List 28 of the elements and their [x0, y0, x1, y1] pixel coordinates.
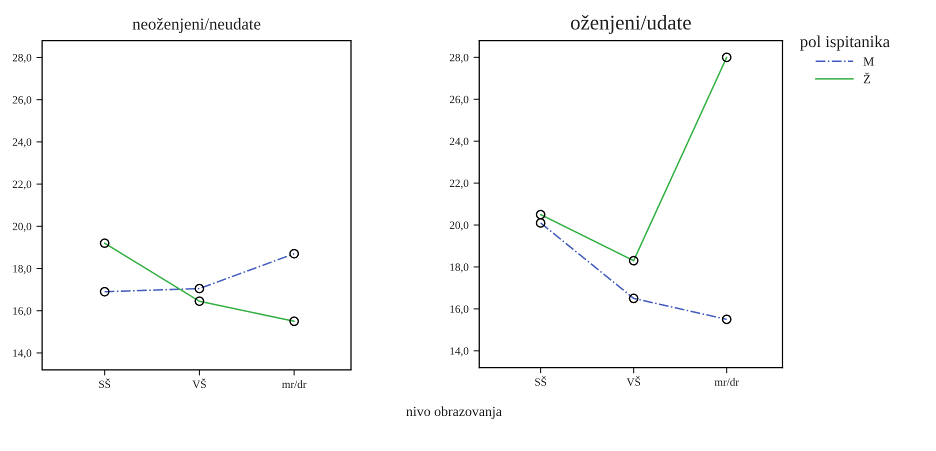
- y-tick-label: 14,0: [450, 347, 468, 356]
- x-tick-label: VŠ: [626, 376, 640, 386]
- chart-title: neoženjeni/neudate: [132, 18, 260, 34]
- y-tick-label: 28,0: [12, 54, 32, 64]
- x-axis-title: nivo obrazovanja: [406, 406, 502, 419]
- y-tick-label: 22,0: [12, 180, 32, 190]
- y-tick-label: 26,0: [450, 96, 468, 105]
- y-tick-label: 24,0: [450, 138, 468, 147]
- chart-title: oženjeni/udate: [570, 14, 691, 34]
- legend-label: M: [863, 57, 874, 66]
- y-tick-label: 26,0: [12, 96, 32, 106]
- legend-label: Ž: [864, 72, 870, 84]
- y-tick-label: 16,0: [450, 305, 468, 314]
- x-tick-label: mr/dr: [282, 380, 306, 388]
- y-tick-label: 20,0: [12, 222, 32, 232]
- y-tick-label: 20,0: [450, 222, 468, 231]
- legend-title: pol ispitanika: [800, 35, 890, 51]
- y-tick-label: 14,0: [13, 349, 32, 358]
- x-tick-label: mr/dr: [714, 378, 739, 386]
- x-tick-label: SŠ: [535, 376, 546, 386]
- y-tick-label: 16,0: [13, 307, 32, 316]
- y-tick-label: 28,0: [450, 54, 468, 63]
- y-tick-label: 24,0: [12, 138, 32, 148]
- x-tick-label: SŠ: [99, 378, 110, 388]
- x-tick-label: VŠ: [192, 378, 206, 388]
- y-tick-label: 18,0: [13, 264, 32, 274]
- y-tick-label: 22,0: [450, 180, 468, 189]
- y-tick-label: 18,0: [450, 263, 468, 273]
